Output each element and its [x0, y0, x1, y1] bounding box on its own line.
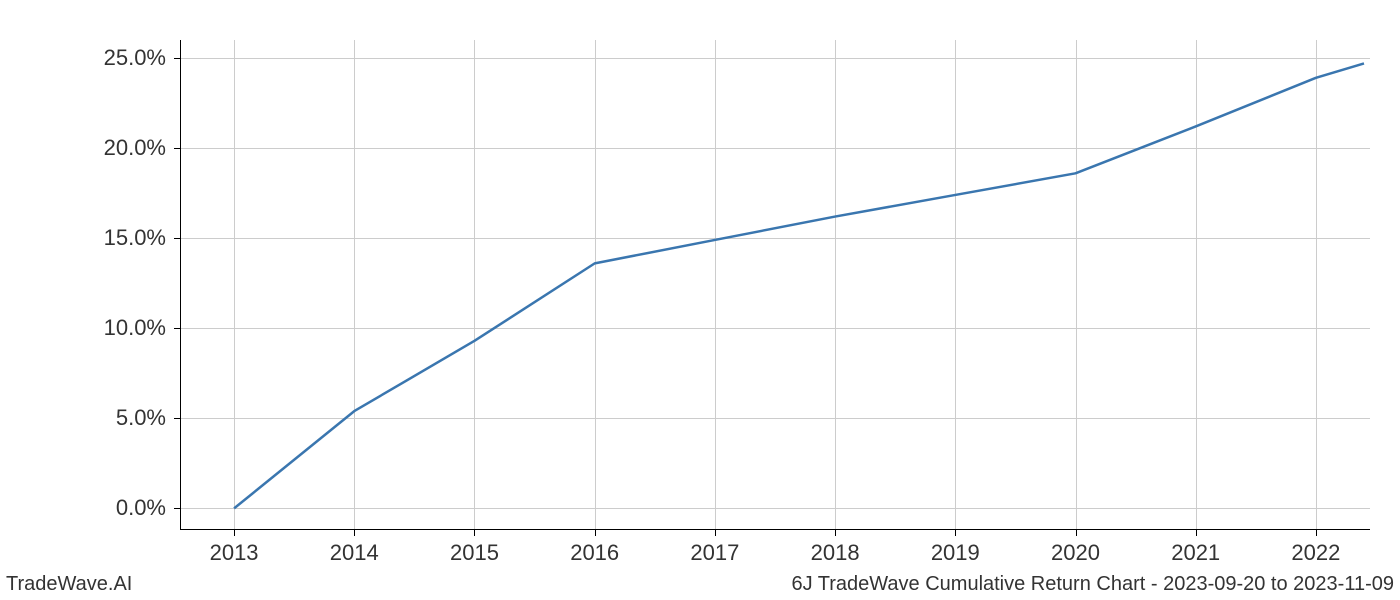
y-tick-label: 15.0%: [76, 225, 166, 251]
plot-area: [180, 40, 1370, 530]
x-tick-label: 2016: [570, 540, 619, 566]
y-tick-label: 5.0%: [76, 405, 166, 431]
line-series: [234, 63, 1364, 508]
y-tick-mark: [174, 328, 180, 329]
y-tick-mark: [174, 238, 180, 239]
line-series-svg: [180, 40, 1370, 530]
x-tick-mark: [1196, 530, 1197, 536]
y-tick-label: 10.0%: [76, 315, 166, 341]
x-tick-mark: [234, 530, 235, 536]
y-tick-label: 20.0%: [76, 135, 166, 161]
chart-container: 0.0% 5.0% 10.0% 15.0% 20.0% 25.0% 2013 2014 201…: [0, 0, 1400, 600]
x-axis-spine: [180, 529, 1370, 530]
x-tick-label: 2018: [811, 540, 860, 566]
x-tick-mark: [474, 530, 475, 536]
x-tick-label: 2020: [1051, 540, 1100, 566]
y-tick-label: 25.0%: [76, 45, 166, 71]
y-tick-mark: [174, 148, 180, 149]
x-tick-mark: [1076, 530, 1077, 536]
x-tick-mark: [354, 530, 355, 536]
x-tick-mark: [835, 530, 836, 536]
footer-left-label: TradeWave.AI: [6, 573, 132, 596]
y-axis-spine: [180, 40, 181, 530]
y-tick-mark: [174, 508, 180, 509]
x-tick-label: 2013: [210, 540, 259, 566]
x-tick-label: 2015: [450, 540, 499, 566]
y-tick-mark: [174, 418, 180, 419]
x-tick-mark: [715, 530, 716, 536]
y-tick-label: 0.0%: [76, 495, 166, 521]
x-tick-label: 2017: [690, 540, 739, 566]
x-tick-label: 2022: [1291, 540, 1340, 566]
x-tick-label: 2021: [1171, 540, 1220, 566]
y-tick-mark: [174, 58, 180, 59]
footer-right-label: 6J TradeWave Cumulative Return Chart - 2…: [791, 573, 1394, 596]
x-tick-mark: [1316, 530, 1317, 536]
x-tick-mark: [955, 530, 956, 536]
x-tick-label: 2019: [931, 540, 980, 566]
x-tick-mark: [595, 530, 596, 536]
x-tick-label: 2014: [330, 540, 379, 566]
